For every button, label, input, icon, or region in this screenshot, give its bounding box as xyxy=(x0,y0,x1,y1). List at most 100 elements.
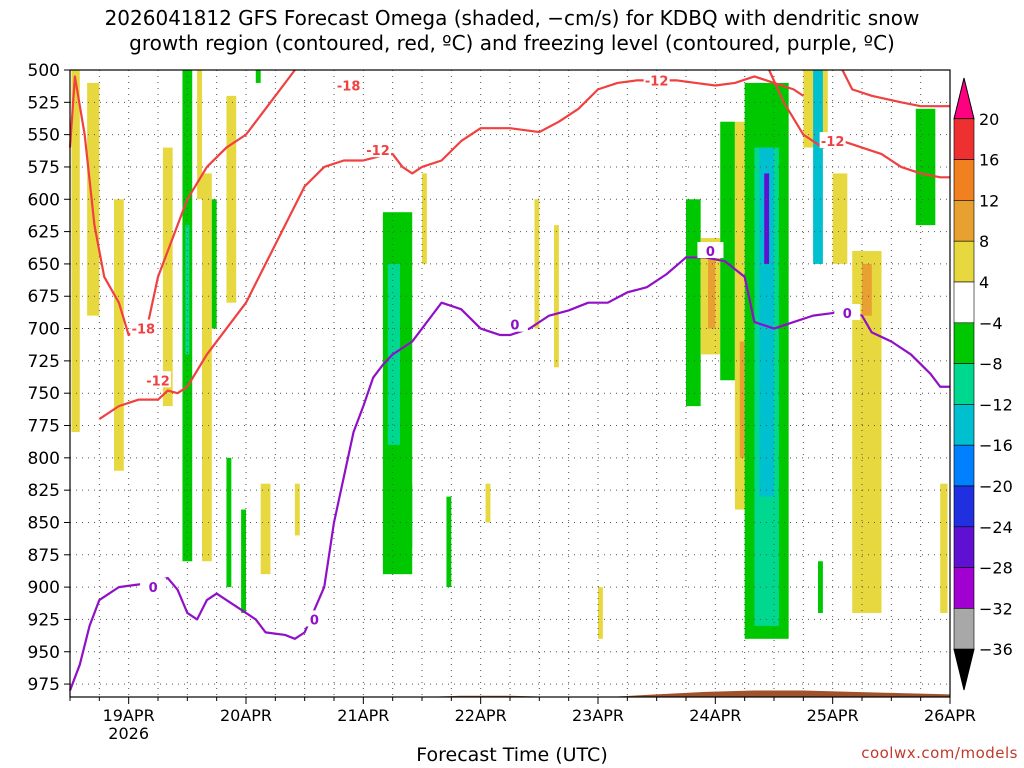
omega-shade-21 xyxy=(534,199,540,329)
omega-shade-9 xyxy=(226,95,237,303)
colorbar-label-7: −12 xyxy=(979,395,1013,414)
y-axis: 500 525 550 575 600 625 650 675 700 725 750 775 800 8… xyxy=(28,61,70,695)
omega-shade-6 xyxy=(197,70,202,200)
omega-shade-7 xyxy=(202,173,212,562)
y-tick-label-950: 950 xyxy=(28,643,60,663)
freezing-level-label-3: 0 xyxy=(706,245,715,260)
y-tick-label-850: 850 xyxy=(28,513,60,533)
omega-shade-17 xyxy=(407,483,413,549)
colorbar-label-4: 4 xyxy=(979,273,989,292)
freezing-level-label-2: 0 xyxy=(510,319,519,334)
x-tick-label-21APR: 21APR xyxy=(337,706,389,725)
surface-terrain xyxy=(70,690,950,697)
y-tick-label-550: 550 xyxy=(28,126,60,146)
colorbar-label-0: 20 xyxy=(979,110,999,129)
omega-shade-10 xyxy=(226,457,232,588)
x-tick-label-25APR: 25APR xyxy=(807,706,859,725)
x-tick-label-22APR: 22APR xyxy=(455,706,507,725)
credit-link[interactable]: coolwx.com/models xyxy=(861,744,1018,762)
omega-shade-27 xyxy=(720,121,735,381)
omega-shade-41 xyxy=(940,483,948,613)
omega-shade-13 xyxy=(255,70,261,83)
y-tick-label-725: 725 xyxy=(28,352,60,372)
omega-shade-33 xyxy=(764,173,770,264)
omega-shade-20 xyxy=(485,483,491,523)
freezing-level-label-0: 0 xyxy=(149,581,158,596)
omega-shade-11 xyxy=(241,509,246,613)
freezing-level-label-0-bg xyxy=(140,578,167,595)
dgz-contour-label-1-2: -12 xyxy=(645,74,669,89)
omega-shade-5 xyxy=(185,225,190,355)
freezing-level-label-4: 0 xyxy=(843,307,852,322)
colorbar-band-5 xyxy=(953,281,975,324)
y-tick-label-775: 775 xyxy=(28,417,60,437)
colorbar-top-arrow xyxy=(953,77,975,120)
y-tick-label-575: 575 xyxy=(28,158,60,178)
y-tick-label-750: 750 xyxy=(28,384,60,404)
chart-title-line-2: growth region (contoured, red, ºC) and f… xyxy=(129,31,895,55)
x-tick-label-26APR: 26APR xyxy=(924,706,976,725)
colorbar-band-6 xyxy=(953,322,975,364)
colorbar-label-3: 8 xyxy=(979,232,989,251)
colorbar-band-7 xyxy=(953,363,975,405)
omega-shade-3 xyxy=(162,147,173,407)
x-axis-title: Forecast Time (UTC) xyxy=(416,744,608,766)
y-tick-label-500: 500 xyxy=(28,61,60,81)
omega-shade-19 xyxy=(446,496,452,588)
y-tick-label-875: 875 xyxy=(28,546,60,566)
colorbar-band-13 xyxy=(953,608,975,650)
colorbar-label-1: 16 xyxy=(979,151,999,170)
dgz-contour-label-2-0: -12 xyxy=(821,135,845,150)
x-tick-year-label: 2026 xyxy=(108,724,149,743)
omega-colorbar: 20 16 12 8 4 −4 −8 −12 −16 −20 −24 −28 −32 −36 xyxy=(953,77,1013,691)
grid-layer xyxy=(69,69,951,697)
colorbar-band-12 xyxy=(953,567,975,609)
colorbar-label-2: 12 xyxy=(979,191,999,210)
y-tick-label-925: 925 xyxy=(28,610,60,630)
omega-shade-12 xyxy=(260,483,271,575)
colorbar-label-9: −20 xyxy=(979,477,1013,496)
dgz-contour-label-0-0: -18 xyxy=(132,323,156,338)
freezing-level-label-1: 0 xyxy=(310,613,319,628)
dgz-contour-label-1-0: -12 xyxy=(146,374,170,389)
colorbar-label-6: −8 xyxy=(979,355,1003,374)
y-tick-label-650: 650 xyxy=(28,255,60,275)
omega-shade-18 xyxy=(422,173,427,264)
dgz-contour-label-1-1: -12 xyxy=(366,144,390,159)
y-tick-label-975: 975 xyxy=(28,675,60,695)
omega-shading-layer xyxy=(71,70,948,639)
omega-shade-1 xyxy=(87,82,100,316)
omega-shade-29 xyxy=(739,341,745,458)
colorbar-band-1 xyxy=(953,118,975,160)
y-tick-label-600: 600 xyxy=(28,190,60,210)
dgz-contour-label-0-1: -18 xyxy=(337,80,361,95)
dgz-contour-label-1-1-bg xyxy=(365,141,391,158)
dgz-contour-label-0-1-bg xyxy=(335,76,362,93)
colorbar-band-4 xyxy=(953,240,975,283)
y-tick-label-525: 525 xyxy=(28,93,60,113)
chart-title: 2026041812 GFS Forecast Omega (shaded, −… xyxy=(0,6,1024,56)
y-tick-label-825: 825 xyxy=(28,481,60,501)
omega-shade-32 xyxy=(759,147,774,497)
freezing-level-layer: 0 0 0 0 0 xyxy=(68,241,950,691)
freezing-level-label-1-bg xyxy=(301,610,328,627)
colorbar-band-3 xyxy=(953,200,975,242)
freezing-level-label-2-bg xyxy=(501,315,528,332)
y-tick-label-625: 625 xyxy=(28,223,60,243)
omega-shade-38 xyxy=(862,263,872,316)
colorbar-band-10 xyxy=(953,485,975,528)
dgz-contour-label-0-0-bg xyxy=(130,319,157,336)
dgz-contour--12-3 xyxy=(841,69,950,108)
x-tick-label-23APR: 23APR xyxy=(572,706,624,725)
omega-shade-23 xyxy=(598,587,603,639)
omega-shade-0 xyxy=(71,70,80,432)
omega-shade-40 xyxy=(915,108,936,226)
y-tick-label-900: 900 xyxy=(28,578,60,598)
dgz-contour--12-1 xyxy=(98,75,804,420)
surface-terrain-layer xyxy=(70,690,950,697)
omega-shade-36 xyxy=(832,173,848,264)
dgz-contour-label-1-0-bg xyxy=(145,371,171,388)
omega-shade-28 xyxy=(734,121,745,510)
colorbar-label-8: −16 xyxy=(979,436,1013,455)
colorbar-label-12: −32 xyxy=(979,599,1013,618)
